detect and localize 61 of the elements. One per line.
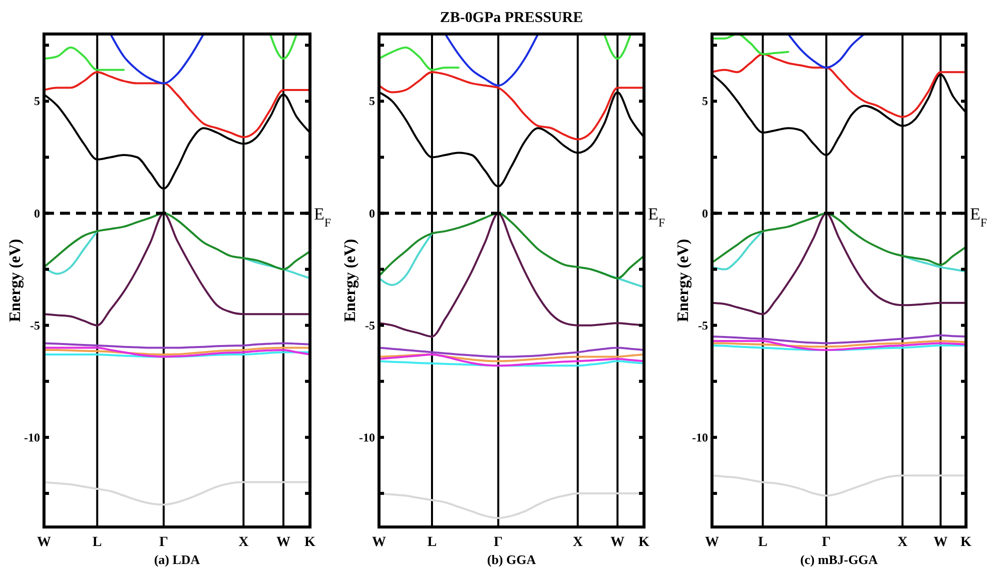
y-tick-label: -5 <box>698 318 708 332</box>
x-tick-label: L <box>758 535 768 550</box>
x-axis-title: (c) mBJ-GGA <box>800 552 878 567</box>
x-tick-label: L <box>92 535 102 550</box>
y-tick-label: -5 <box>30 318 40 332</box>
y-tick-label: -5 <box>365 318 375 332</box>
x-tick-label: X <box>572 535 583 550</box>
line-series <box>379 71 644 140</box>
x-axis-title: (a) LDA <box>154 552 201 567</box>
x-tick-label: W <box>37 535 51 550</box>
line-series <box>712 474 966 497</box>
line-series <box>787 34 866 69</box>
y-tick-label: 0 <box>369 206 375 220</box>
line-series <box>44 212 310 270</box>
y-tick-label: -10 <box>359 430 375 444</box>
x-tick-label: X <box>238 535 249 550</box>
x-tick-label: W <box>705 535 719 550</box>
y-tick-label: -10 <box>692 430 708 444</box>
line-series <box>712 212 966 316</box>
x-tick-label: W <box>934 535 948 550</box>
y-tick-label: 5 <box>702 94 708 108</box>
ref-line-label: E$_{F}$ <box>648 204 666 230</box>
line-series <box>44 71 310 138</box>
line-series <box>379 353 644 367</box>
chart-title: ZB-0GPa PRESSURE <box>440 10 583 26</box>
line-series <box>712 53 966 118</box>
line-series <box>110 34 205 84</box>
x-tick-label: K <box>960 535 972 550</box>
x-tick-label: L <box>427 535 437 550</box>
line-series <box>379 212 644 280</box>
line-series <box>44 481 310 506</box>
y-axis-title: Energy (eV) <box>7 238 24 322</box>
y-axis-title: Energy (eV) <box>675 238 692 322</box>
ref-line-label: E$_{F}$ <box>970 204 988 230</box>
y-axis-title: Energy (eV) <box>342 238 359 322</box>
y-tick-label: 5 <box>369 94 375 108</box>
x-tick-label: K <box>304 535 316 550</box>
x-tick-label: Γ <box>822 535 831 550</box>
y-tick-label: 0 <box>702 206 708 220</box>
x-tick-label: X <box>897 535 908 550</box>
ref-line-label: E$_{F}$ <box>314 204 332 230</box>
x-tick-label: Γ <box>494 535 503 550</box>
line-series <box>712 340 966 351</box>
line-series <box>379 353 644 362</box>
y-tick-label: -10 <box>24 430 40 444</box>
y-tick-label: 0 <box>34 206 40 220</box>
x-tick-label: W <box>610 535 624 550</box>
line-series <box>44 212 310 326</box>
line-series <box>379 346 644 358</box>
y-tick-label: 5 <box>34 94 40 108</box>
line-series <box>712 212 966 266</box>
x-tick-label: W <box>372 535 386 550</box>
x-tick-label: K <box>638 535 650 550</box>
x-axis-title: (b) GGA <box>487 552 536 567</box>
line-series <box>712 334 966 344</box>
line-series <box>444 34 539 87</box>
line-series <box>44 346 310 358</box>
x-tick-label: W <box>276 535 290 550</box>
line-series <box>712 34 790 56</box>
x-tick-label: Γ <box>159 535 168 550</box>
line-series <box>44 346 310 356</box>
